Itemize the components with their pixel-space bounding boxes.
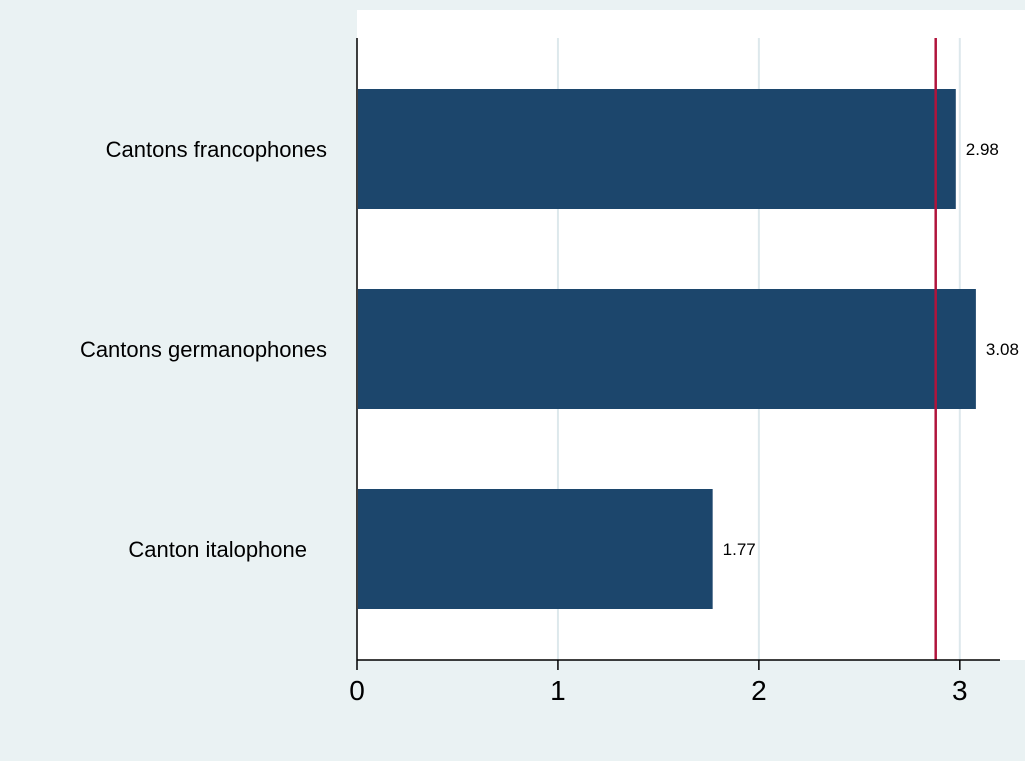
value-label: 2.98 — [966, 140, 999, 159]
bars — [358, 89, 976, 609]
x-tick-label: 0 — [349, 675, 365, 706]
bar — [358, 489, 713, 609]
category-label: Cantons germanophones — [80, 337, 327, 362]
x-tick-label: 3 — [952, 675, 968, 706]
tick-labels: 0 1 2 3 — [349, 675, 967, 706]
value-label: 3.08 — [986, 340, 1019, 359]
x-tick-label: 2 — [751, 675, 767, 706]
x-tick-label: 1 — [550, 675, 566, 706]
value-label: 1.77 — [723, 540, 756, 559]
value-labels: 2.98 3.08 1.77 — [723, 140, 1019, 559]
axes — [356, 38, 1000, 670]
bar — [358, 289, 976, 409]
category-label: Canton italophone — [128, 537, 307, 562]
bar — [358, 89, 956, 209]
category-labels: Cantons francophones Cantons germanophone… — [80, 137, 327, 562]
category-label: Cantons francophones — [106, 137, 327, 162]
